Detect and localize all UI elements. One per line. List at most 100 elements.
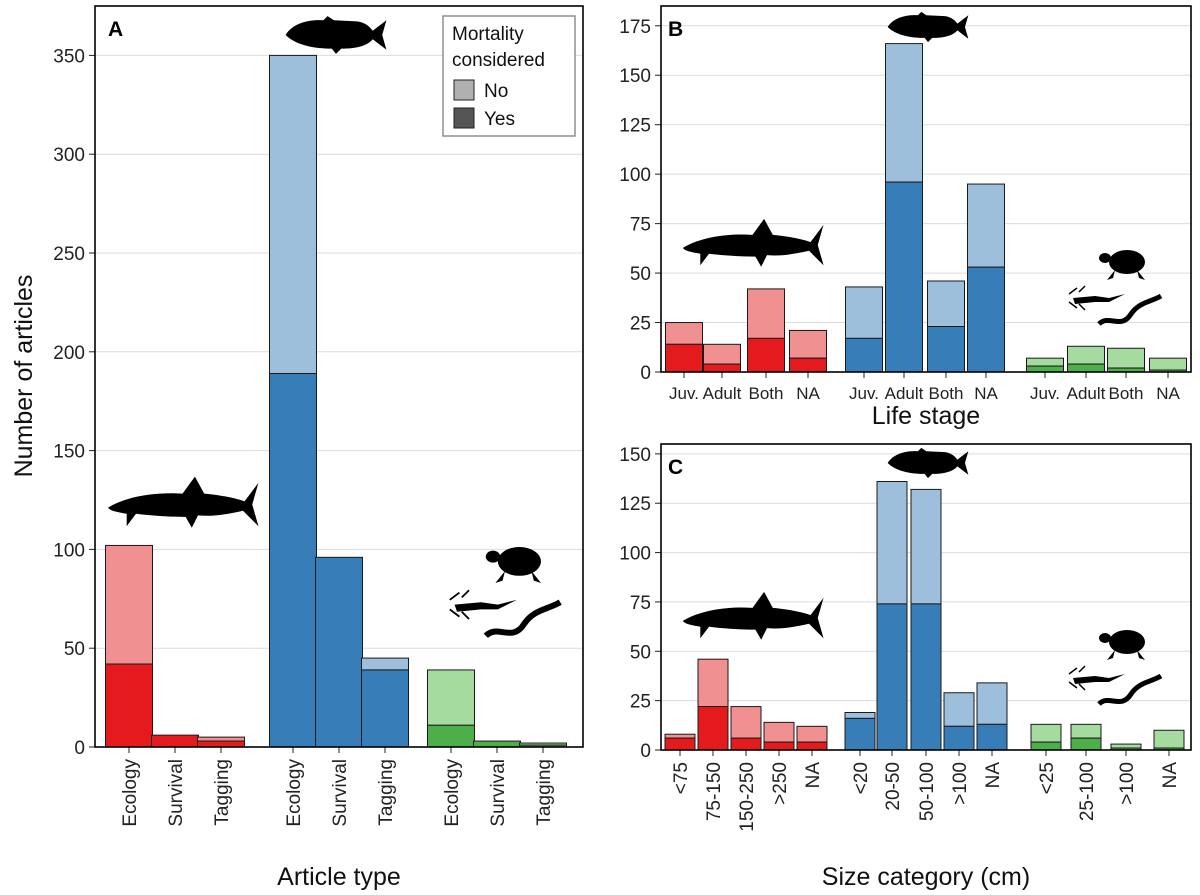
bar-no [1107, 347, 1145, 369]
x-tick-label: >100 [1117, 762, 1138, 805]
bar-yes [763, 741, 795, 751]
bar-no [796, 725, 828, 743]
bar-yes [151, 734, 199, 748]
y-tick-label: 300 [53, 145, 85, 166]
x-tick-label: Tagging [534, 759, 555, 826]
bar-no [1110, 743, 1142, 749]
bar-yes [796, 741, 828, 751]
bar-yes [105, 663, 153, 748]
bar-yes [844, 717, 876, 751]
bar-yes [927, 325, 965, 373]
bar-no [844, 711, 876, 719]
y-tick-label: 50 [630, 642, 651, 663]
x-tick-label: Ecology [442, 759, 463, 827]
y-axis-title: Number of articles [10, 275, 38, 478]
shark-silhouette-icon [108, 476, 259, 528]
bar-yes [885, 181, 923, 373]
bar-yes [315, 556, 363, 748]
x-tick-label: >100 [950, 762, 971, 805]
y-tick-label: 75 [630, 215, 651, 236]
x-axis-title: Life stage [872, 402, 980, 430]
bar-yes [473, 740, 521, 748]
x-tick-label: Survival [488, 759, 509, 827]
x-tick-label: Survival [330, 759, 351, 827]
bar-yes [427, 724, 475, 748]
other-silhouette-icon [450, 547, 560, 636]
bar-yes [1026, 365, 1064, 373]
x-tick-label: Both [1109, 384, 1144, 403]
bar-yes [269, 373, 317, 748]
y-tick-label: 25 [630, 692, 651, 713]
bar-no [763, 721, 795, 743]
y-tick-label: 50 [64, 639, 85, 660]
x-tick-label: NA [1160, 762, 1181, 789]
bar-no [910, 488, 942, 605]
bar-no [1030, 723, 1062, 743]
bar-no [730, 706, 762, 739]
y-tick-label: 150 [619, 445, 651, 466]
bar-yes [361, 669, 409, 748]
panel-frame [660, 443, 1192, 751]
x-tick-label: Juv. [849, 384, 879, 403]
y-tick-label: 0 [74, 738, 85, 759]
bar-no [664, 733, 696, 739]
bar-yes [789, 357, 827, 373]
y-tick-label: 250 [53, 244, 85, 265]
bar-no [197, 736, 245, 742]
legend-swatch-yes [453, 107, 475, 129]
bar-yes [876, 603, 908, 751]
x-tick-label: Adult [1067, 384, 1106, 403]
y-tick-label: 125 [619, 116, 651, 137]
legend-label-yes: Yes [484, 109, 515, 130]
y-tick-label: 200 [53, 343, 85, 364]
bar-no [747, 288, 785, 339]
x-tick-label: Ecology [284, 759, 305, 827]
other-silhouette-icon [1069, 630, 1161, 704]
bar-no [1067, 345, 1105, 365]
x-tick-label: <25 [1037, 762, 1058, 794]
bar-yes [943, 725, 975, 751]
panel-label: C [668, 456, 683, 479]
x-tick-label: NA [1156, 384, 1180, 403]
x-tick-label: Adult [703, 384, 742, 403]
panel-frame [660, 5, 1192, 373]
x-tick-label: <20 [851, 762, 872, 794]
y-tick-label: 50 [630, 264, 651, 285]
x-tick-label: Juv. [669, 384, 699, 403]
y-tick-label: 100 [619, 544, 651, 565]
bar-no [845, 286, 883, 339]
y-tick-label: 125 [619, 494, 651, 515]
bar-yes [197, 740, 245, 748]
x-tick-label: Tagging [376, 759, 397, 826]
fish-silhouette-icon [887, 447, 969, 479]
x-tick-label: Ecology [120, 759, 141, 827]
x-tick-label: NA [974, 384, 998, 403]
y-tick-label: 150 [619, 66, 651, 87]
bar-yes [845, 337, 883, 373]
x-tick-label: Both [929, 384, 964, 403]
x-tick-label: <75 [671, 762, 692, 794]
bar-no [361, 657, 409, 671]
bar-no [1149, 357, 1187, 371]
y-tick-label: 100 [619, 165, 651, 186]
bar-no [1070, 723, 1102, 739]
bar-yes [910, 603, 942, 751]
legend-label-no: No [484, 81, 508, 102]
x-tick-label: 50-100 [917, 762, 938, 821]
bar-yes [665, 343, 703, 373]
x-tick-label: NA [803, 762, 824, 789]
bar-yes [747, 337, 785, 373]
bar-yes [1067, 363, 1105, 373]
fish-silhouette-icon [285, 16, 387, 54]
bar-no [789, 329, 827, 359]
bar-no [427, 669, 475, 726]
x-tick-label: 20-50 [883, 762, 904, 811]
bar-no [885, 43, 923, 183]
x-tick-label: 75-150 [704, 762, 725, 821]
y-tick-label: 75 [630, 593, 651, 614]
bar-no [1026, 357, 1064, 367]
x-tick-label: NA [796, 384, 820, 403]
bar-yes [976, 723, 1008, 751]
legend-title: considered [452, 50, 545, 71]
